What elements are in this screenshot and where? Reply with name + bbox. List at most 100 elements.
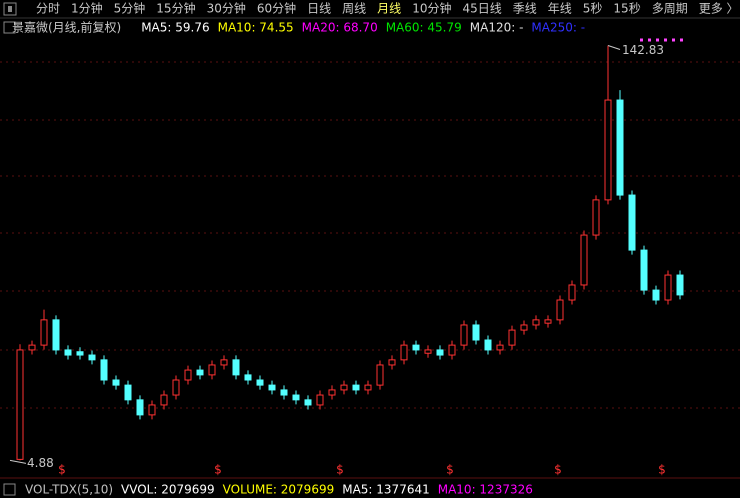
candle-body <box>256 379 264 386</box>
candle-body <box>388 359 396 366</box>
menu-icon-inner <box>8 6 12 12</box>
toolbar-tab[interactable]: 15秒 <box>613 2 640 16</box>
candle-body <box>316 394 324 406</box>
toolbar-tab[interactable]: 10分钟 <box>412 1 451 16</box>
candle-body <box>280 389 288 396</box>
candle-body <box>580 234 588 286</box>
toolbar-tab[interactable]: 15分钟 <box>156 1 195 16</box>
legend-icon[interactable] <box>3 21 16 34</box>
volume-legend-item: VOL-TDX(5,10) <box>25 483 113 497</box>
candle-body <box>88 354 96 361</box>
candle-body <box>544 319 552 324</box>
event-marker[interactable]: $ <box>214 463 222 477</box>
candle-body <box>676 274 684 296</box>
candle-body <box>496 344 504 351</box>
event-marker[interactable]: $ <box>658 463 666 477</box>
event-marker[interactable]: $ <box>58 463 66 477</box>
candle-body <box>124 384 132 401</box>
candle-body <box>160 394 168 406</box>
toolbar-tab[interactable]: 日线 <box>307 2 331 16</box>
candle-body <box>136 399 144 416</box>
candle-body <box>28 344 36 351</box>
legend-item: MA120: - <box>470 21 524 35</box>
candle-body <box>532 319 540 326</box>
candle-body <box>556 299 564 321</box>
candle-body <box>640 249 648 291</box>
toolbar-tab[interactable]: 月线 <box>377 2 401 16</box>
candle-body <box>412 344 420 351</box>
toolbar-tab[interactable]: 60分钟 <box>257 1 296 16</box>
candle-body <box>64 349 72 356</box>
toolbar-tab[interactable]: 更多 〉 <box>699 2 739 16</box>
candle-body <box>652 289 660 301</box>
candle-body <box>100 359 108 381</box>
min-label: 4.88 <box>27 456 54 470</box>
candle-body <box>172 379 180 396</box>
legend-item: MA60: 45.79 <box>386 21 462 35</box>
candle-body <box>148 404 156 416</box>
legend-item: MA250: - <box>531 21 585 35</box>
candle-body <box>52 319 60 351</box>
volume-legend-item: MA10: 1237326 <box>438 483 533 497</box>
toolbar-tab[interactable]: 30分钟 <box>207 1 246 16</box>
toolbar-tab[interactable]: 5分钟 <box>114 1 146 16</box>
candle-body <box>196 369 204 376</box>
candle-body <box>304 399 312 406</box>
candle-body <box>292 394 300 401</box>
toolbar-tab[interactable]: 分时 <box>36 2 60 16</box>
candle-body <box>76 351 84 356</box>
toolbar-tab[interactable]: 周线 <box>342 2 366 16</box>
candle-body <box>664 274 672 301</box>
legend-item: MA20: 68.70 <box>302 21 378 35</box>
volume-legend-item: VOLUME: 2079699 <box>223 483 335 497</box>
max-label: 142.83 <box>622 43 664 57</box>
candle-body <box>40 319 48 346</box>
min-pointer <box>9 459 27 464</box>
candle-body <box>472 324 480 341</box>
volume-legend-item: MA5: 1377641 <box>342 483 430 497</box>
candle-body <box>352 384 360 391</box>
legend-title: 景嘉微(月线,前复权) <box>12 20 121 35</box>
candle-body <box>448 344 456 356</box>
candle-body <box>340 384 348 391</box>
legend-item: MA10: 74.55 <box>218 21 294 35</box>
menu-icon[interactable] <box>3 2 17 16</box>
candle-body <box>628 194 636 251</box>
candle-body <box>208 364 216 376</box>
candle-body <box>604 99 612 201</box>
toolbar-tab[interactable]: 季线 <box>513 2 537 16</box>
toolbar-tab[interactable]: 1分钟 <box>71 1 103 16</box>
candle-body <box>328 389 336 396</box>
candle-body <box>616 99 624 196</box>
candle-body <box>232 359 240 376</box>
candle-body <box>424 349 432 354</box>
candle-body <box>400 344 408 361</box>
toolbar-tab[interactable]: 45日线 <box>462 2 501 16</box>
toolbar-tab[interactable]: 多周期 <box>652 2 688 16</box>
event-marker[interactable]: $ <box>446 463 454 477</box>
candle-body <box>376 364 384 386</box>
candle-body <box>244 374 252 381</box>
candle-body <box>508 329 516 346</box>
candle-body <box>520 324 528 331</box>
toolbar-tab[interactable]: 5秒 <box>583 2 603 16</box>
toolbar-tab[interactable]: 年线 <box>548 2 572 16</box>
legend-item: MA5: 59.76 <box>141 21 209 35</box>
candle-body <box>568 284 576 301</box>
event-marker[interactable]: $ <box>554 463 562 477</box>
candle-body <box>484 339 492 351</box>
candle-body <box>112 379 120 386</box>
candle-body <box>592 199 600 236</box>
candle-body <box>364 384 372 391</box>
candle-body <box>268 384 276 391</box>
candle-body <box>220 359 228 366</box>
vol-icon[interactable] <box>3 483 16 496</box>
candle-body <box>16 349 24 460</box>
volume-legend-item: VVOL: 2079699 <box>121 483 215 497</box>
event-marker[interactable]: $ <box>336 463 344 477</box>
candle-body <box>184 369 192 381</box>
candle-body <box>436 349 444 356</box>
